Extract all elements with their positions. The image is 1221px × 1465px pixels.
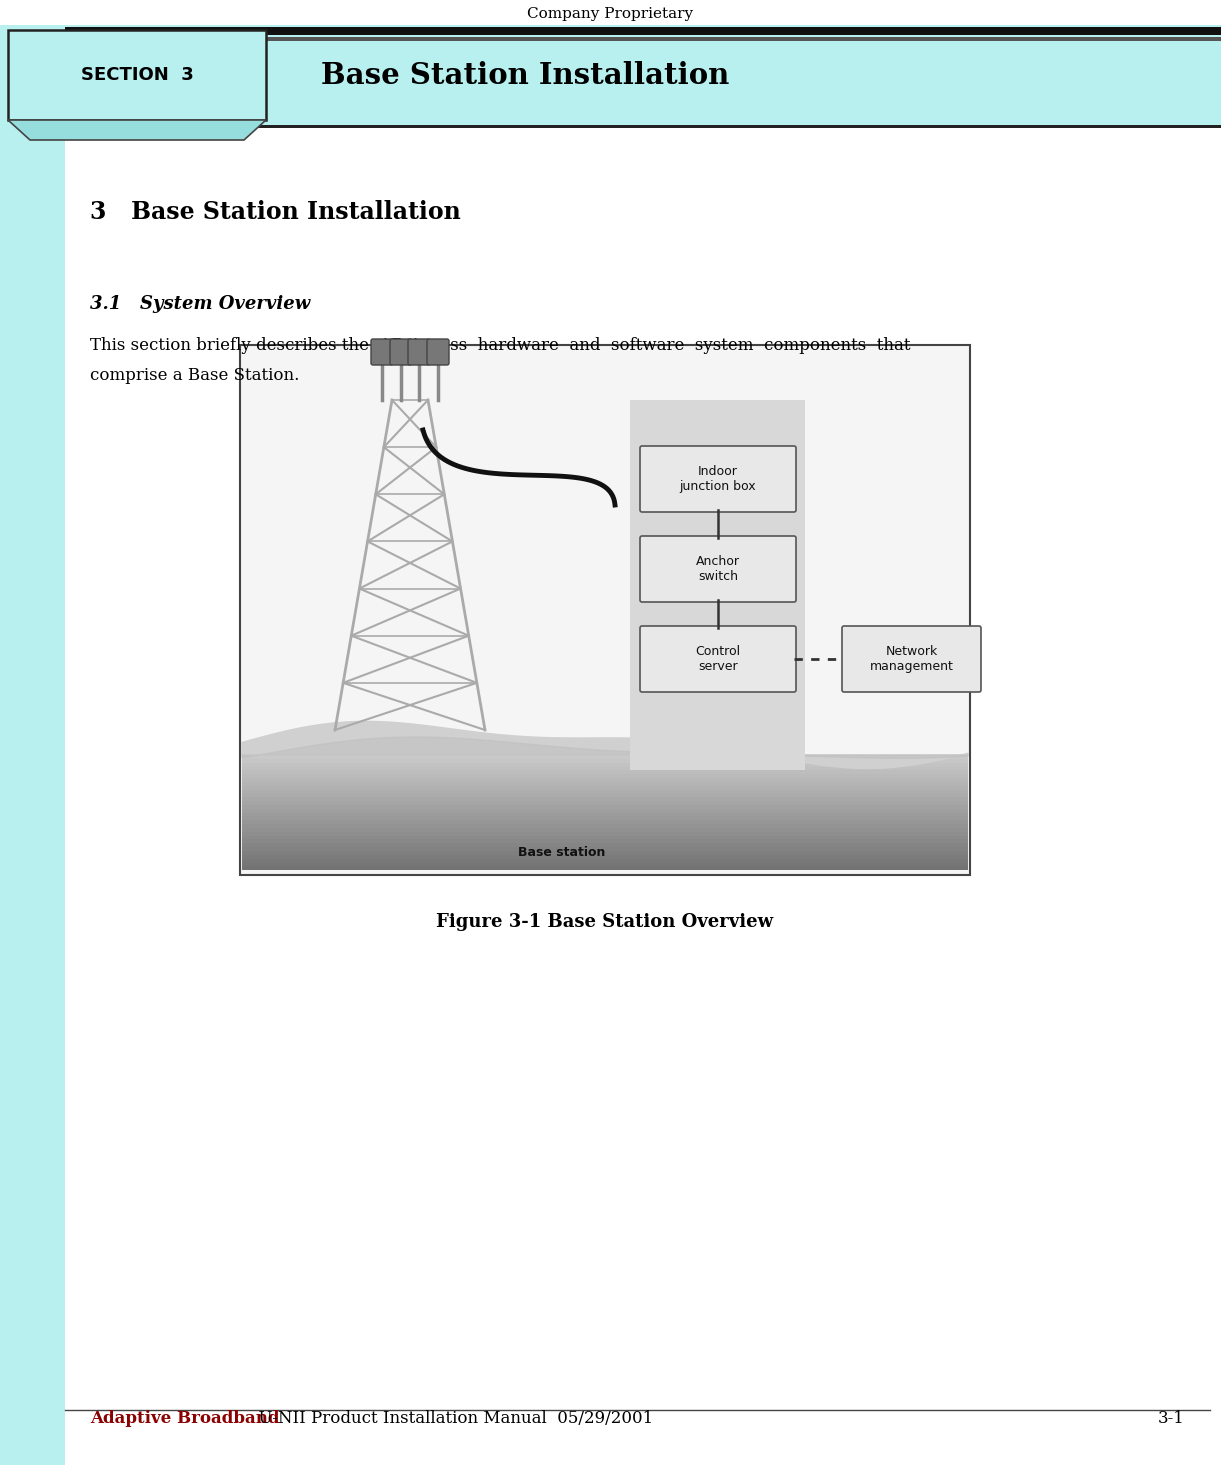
FancyBboxPatch shape: [427, 338, 449, 365]
Text: U-NII Product Installation Manual  05/29/2001: U-NII Product Installation Manual 05/29/…: [248, 1409, 653, 1427]
Bar: [242, 842, 968, 847]
Bar: [242, 839, 968, 844]
Bar: [242, 850, 968, 854]
Text: Control
server: Control server: [696, 645, 741, 672]
Bar: [242, 804, 968, 809]
FancyBboxPatch shape: [408, 338, 430, 365]
FancyBboxPatch shape: [640, 536, 796, 602]
Text: 3.1   System Overview: 3.1 System Overview: [90, 294, 310, 314]
Text: Anchor
switch: Anchor switch: [696, 555, 740, 583]
Bar: [630, 400, 805, 771]
Text: 3-1: 3-1: [1159, 1409, 1186, 1427]
Bar: [242, 759, 968, 763]
FancyBboxPatch shape: [640, 626, 796, 691]
Text: comprise a Base Station.: comprise a Base Station.: [90, 368, 299, 384]
Bar: [242, 778, 968, 782]
Bar: [0, 0, 65, 1465]
Bar: [242, 847, 968, 851]
Bar: [242, 762, 968, 766]
Bar: [0, 25, 1221, 125]
Bar: [242, 793, 968, 797]
Bar: [242, 828, 968, 832]
Bar: [242, 835, 968, 839]
Bar: [242, 816, 968, 820]
Bar: [242, 781, 968, 785]
Text: 3   Base Station Installation: 3 Base Station Installation: [90, 201, 460, 224]
Text: Indoor
junction box: Indoor junction box: [680, 464, 756, 494]
Text: Adaptive Broadband: Adaptive Broadband: [90, 1409, 280, 1427]
Text: Company Proprietary: Company Proprietary: [527, 7, 694, 21]
Polygon shape: [242, 721, 968, 769]
Bar: [65, 37, 1221, 41]
FancyBboxPatch shape: [371, 338, 393, 365]
Bar: [9, 29, 266, 120]
Bar: [242, 831, 968, 835]
Text: Network
management: Network management: [869, 645, 954, 672]
Polygon shape: [242, 737, 968, 759]
Bar: [242, 861, 968, 866]
FancyBboxPatch shape: [640, 445, 796, 511]
Bar: [241, 344, 969, 875]
Bar: [242, 785, 968, 790]
FancyBboxPatch shape: [389, 338, 411, 365]
Bar: [242, 858, 968, 863]
Bar: [242, 866, 968, 870]
Text: SECTION  3: SECTION 3: [81, 66, 193, 84]
Bar: [242, 812, 968, 816]
Bar: [242, 774, 968, 778]
Bar: [242, 769, 968, 774]
Bar: [65, 125, 1221, 127]
Bar: [242, 819, 968, 823]
FancyBboxPatch shape: [842, 626, 980, 691]
Bar: [242, 823, 968, 828]
Text: Figure 3-1 Base Station Overview: Figure 3-1 Base Station Overview: [436, 913, 774, 930]
Bar: [242, 754, 968, 759]
Text: Base Station Installation: Base Station Installation: [321, 60, 729, 89]
Bar: [242, 766, 968, 771]
Polygon shape: [9, 120, 266, 141]
Bar: [242, 797, 968, 801]
Bar: [242, 790, 968, 794]
Bar: [242, 809, 968, 813]
Bar: [242, 800, 968, 804]
Bar: [65, 26, 1221, 35]
Bar: [242, 854, 968, 858]
Text: This section briefly describes the  AB-Access  hardware  and  software  system  : This section briefly describes the AB-Ac…: [90, 337, 911, 355]
Bar: [0, 0, 1221, 25]
Text: Base station: Base station: [518, 845, 604, 858]
